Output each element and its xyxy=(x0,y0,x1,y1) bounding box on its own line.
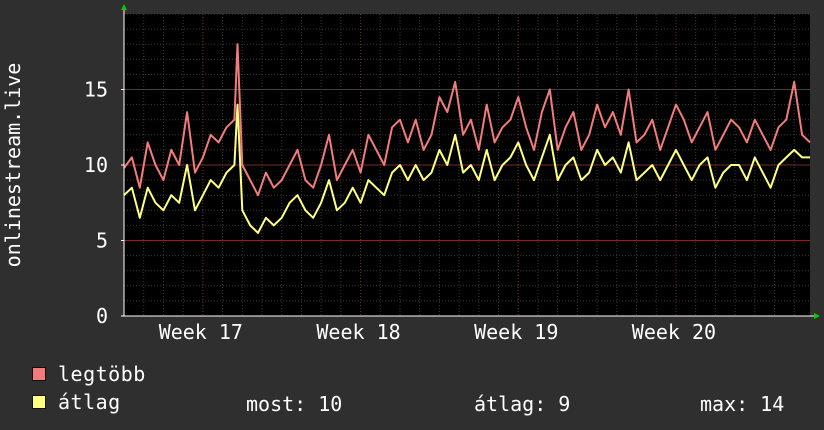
legend-item-max: legtöbb xyxy=(32,362,146,386)
legend-swatch-avg xyxy=(32,395,46,409)
stat-avg-value: 9 xyxy=(558,392,571,416)
stat-now-label: most: xyxy=(246,392,307,416)
y-tick-label: 15 xyxy=(84,78,108,102)
y-tick-label: 10 xyxy=(84,153,108,177)
stat-max-value: 14 xyxy=(760,392,785,416)
chart: 0 5 10 15 Week 17 Week 18 Week 19 Week 20 onlin… xyxy=(1,4,820,344)
legend-label-max: legtöbb xyxy=(58,362,146,386)
stat-avg-label: átlag: xyxy=(474,392,547,416)
y-axis-arrow xyxy=(121,4,127,10)
stat-now-value: 10 xyxy=(318,392,343,416)
stat-avg: átlag: 9 xyxy=(474,392,570,416)
x-tick-label: Week 19 xyxy=(474,320,558,344)
x-axis-arrow xyxy=(814,313,820,319)
y-tick-label: 5 xyxy=(96,229,108,253)
legend-item-avg: átlag xyxy=(32,390,121,414)
series-line-avg xyxy=(123,103,810,234)
y-axis-label: onlinestream.live xyxy=(1,63,25,268)
legend-label-avg: átlag xyxy=(58,390,121,414)
x-tick-label: Week 20 xyxy=(632,320,716,344)
stat-now: most: 10 xyxy=(246,392,342,416)
stat-max-label: max: xyxy=(700,392,749,416)
stat-max: max: 14 xyxy=(700,392,784,416)
x-tick-label: Week 17 xyxy=(159,320,243,344)
series-line-max xyxy=(123,43,811,197)
x-tick-label: Week 18 xyxy=(316,320,400,344)
y-tick-label: 0 xyxy=(96,304,108,328)
legend-swatch-max xyxy=(32,367,46,381)
